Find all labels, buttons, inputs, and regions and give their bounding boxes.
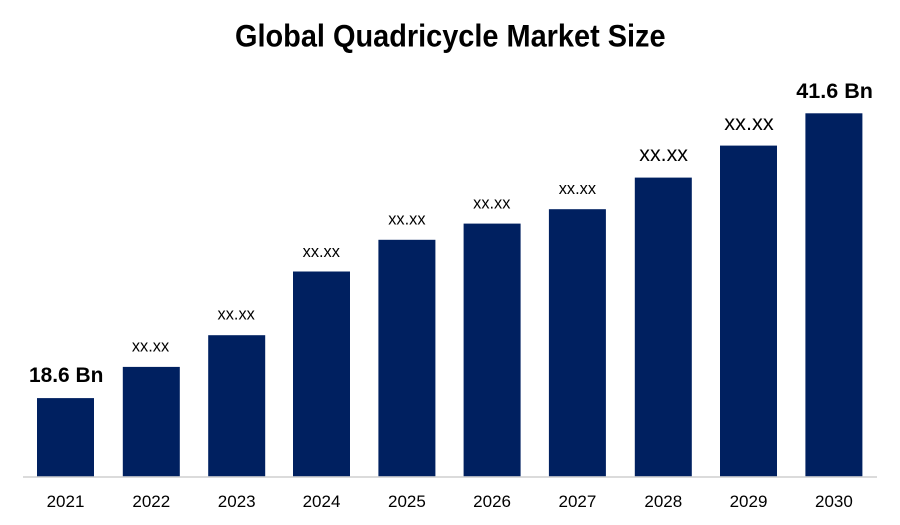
svg-text:2027: 2027 bbox=[558, 492, 596, 511]
svg-text:41.6 Bn: 41.6 Bn bbox=[796, 79, 873, 103]
svg-text:xx.xx: xx.xx bbox=[303, 242, 341, 261]
svg-text:2023: 2023 bbox=[218, 492, 256, 511]
svg-text:xx.xx: xx.xx bbox=[473, 193, 511, 212]
svg-text:xx.xx: xx.xx bbox=[639, 142, 688, 166]
svg-text:2022: 2022 bbox=[132, 492, 170, 511]
svg-text:xx.xx: xx.xx bbox=[388, 209, 426, 228]
svg-text:18.6 Bn: 18.6 Bn bbox=[29, 363, 103, 387]
svg-text:xx.xx: xx.xx bbox=[724, 111, 774, 135]
svg-text:2024: 2024 bbox=[303, 492, 341, 511]
svg-text:Global Quadricycle Market Size: Global Quadricycle Market Size bbox=[235, 18, 666, 54]
svg-text:2021: 2021 bbox=[47, 492, 85, 511]
svg-text:xx.xx: xx.xx bbox=[218, 305, 256, 324]
svg-text:2025: 2025 bbox=[388, 492, 426, 511]
svg-text:2029: 2029 bbox=[730, 492, 768, 511]
svg-text:xx.xx: xx.xx bbox=[132, 337, 170, 356]
svg-text:2026: 2026 bbox=[473, 492, 511, 511]
svg-text:xx.xx: xx.xx bbox=[559, 179, 597, 198]
svg-text:2028: 2028 bbox=[644, 492, 682, 511]
svg-text:2030: 2030 bbox=[815, 492, 853, 511]
